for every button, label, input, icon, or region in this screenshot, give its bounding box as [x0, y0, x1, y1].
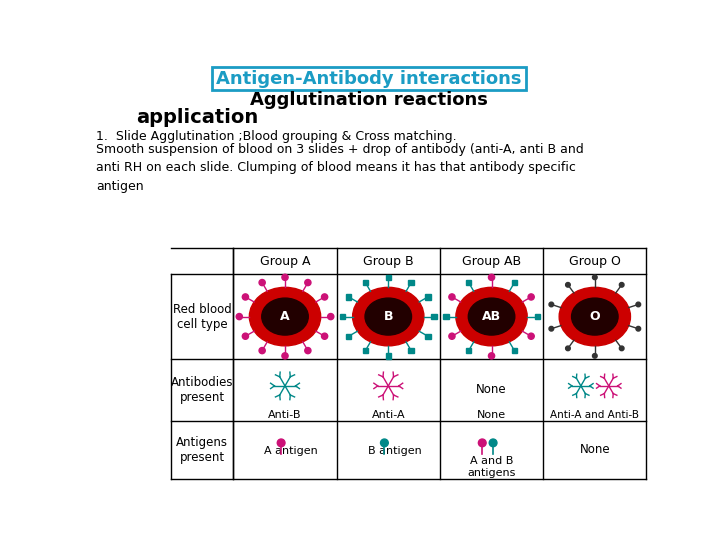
- Text: Group O: Group O: [569, 255, 621, 268]
- Bar: [408, 280, 414, 285]
- Circle shape: [593, 354, 597, 358]
- Text: AB: AB: [482, 310, 501, 323]
- Bar: [346, 334, 351, 339]
- FancyBboxPatch shape: [212, 67, 526, 90]
- Text: Agglutination reactions: Agglutination reactions: [250, 91, 488, 109]
- Circle shape: [488, 274, 495, 280]
- Text: Red blood
cell type: Red blood cell type: [173, 302, 232, 330]
- Text: Anti-A and Anti-B: Anti-A and Anti-B: [550, 410, 639, 420]
- Bar: [512, 280, 517, 285]
- Circle shape: [243, 333, 248, 339]
- Circle shape: [566, 282, 570, 287]
- Circle shape: [528, 333, 534, 339]
- Bar: [466, 348, 472, 353]
- Text: B: B: [384, 310, 393, 323]
- Text: None: None: [477, 410, 506, 420]
- Text: A: A: [280, 310, 290, 323]
- Circle shape: [322, 333, 328, 339]
- Circle shape: [549, 326, 554, 331]
- Bar: [363, 280, 368, 285]
- Bar: [363, 348, 368, 353]
- Circle shape: [488, 353, 495, 359]
- Circle shape: [322, 294, 328, 300]
- Bar: [346, 294, 351, 300]
- Circle shape: [282, 353, 288, 359]
- Ellipse shape: [559, 287, 631, 346]
- Bar: [408, 348, 414, 353]
- Bar: [386, 275, 391, 280]
- Bar: [534, 314, 540, 319]
- Text: Antibodies
present: Antibodies present: [171, 376, 233, 404]
- Ellipse shape: [353, 287, 424, 346]
- Ellipse shape: [468, 298, 515, 335]
- Text: Group A: Group A: [260, 255, 310, 268]
- Circle shape: [259, 348, 265, 354]
- Circle shape: [381, 439, 388, 447]
- Ellipse shape: [262, 298, 308, 335]
- Text: Group AB: Group AB: [462, 255, 521, 268]
- Circle shape: [489, 439, 497, 447]
- Text: None: None: [580, 443, 610, 456]
- Bar: [512, 348, 517, 353]
- Circle shape: [259, 280, 265, 286]
- Text: application: application: [137, 107, 258, 127]
- Circle shape: [549, 302, 554, 307]
- Bar: [386, 353, 391, 359]
- Circle shape: [636, 302, 641, 307]
- Bar: [443, 314, 449, 319]
- Circle shape: [528, 294, 534, 300]
- Text: Smooth suspension of blood on 3 slides + drop of antibody (anti-A, anti B and
an: Smooth suspension of blood on 3 slides +…: [96, 143, 584, 193]
- Circle shape: [305, 348, 311, 354]
- Text: 1.  Slide Agglutination ;Blood grouping & Cross matching.: 1. Slide Agglutination ;Blood grouping &…: [96, 130, 456, 143]
- Bar: [426, 334, 431, 339]
- Circle shape: [619, 282, 624, 287]
- Bar: [431, 314, 437, 319]
- Ellipse shape: [249, 287, 320, 346]
- Text: Antigen-Antibody interactions: Antigen-Antibody interactions: [216, 70, 522, 87]
- Circle shape: [619, 346, 624, 350]
- Text: B antigen: B antigen: [368, 447, 421, 456]
- Circle shape: [282, 274, 288, 280]
- Text: A antigen: A antigen: [264, 447, 318, 456]
- Circle shape: [593, 275, 597, 280]
- Text: Anti-B: Anti-B: [269, 410, 302, 420]
- Circle shape: [305, 280, 311, 286]
- Text: O: O: [590, 310, 600, 323]
- Bar: [466, 280, 472, 285]
- Ellipse shape: [365, 298, 412, 335]
- Circle shape: [277, 439, 285, 447]
- Bar: [426, 294, 431, 300]
- Circle shape: [478, 439, 486, 447]
- Text: Anti-A: Anti-A: [372, 410, 405, 420]
- Circle shape: [566, 346, 570, 350]
- Text: Group B: Group B: [363, 255, 413, 268]
- Bar: [340, 314, 346, 319]
- Circle shape: [243, 294, 248, 300]
- Circle shape: [449, 333, 455, 339]
- Ellipse shape: [456, 287, 527, 346]
- Circle shape: [636, 326, 641, 331]
- Circle shape: [236, 314, 243, 320]
- Circle shape: [328, 314, 334, 320]
- Text: A and B
antigens: A and B antigens: [467, 456, 516, 477]
- Circle shape: [449, 294, 455, 300]
- Text: None: None: [476, 383, 507, 396]
- Ellipse shape: [572, 298, 618, 335]
- Text: Antigens
present: Antigens present: [176, 436, 228, 464]
